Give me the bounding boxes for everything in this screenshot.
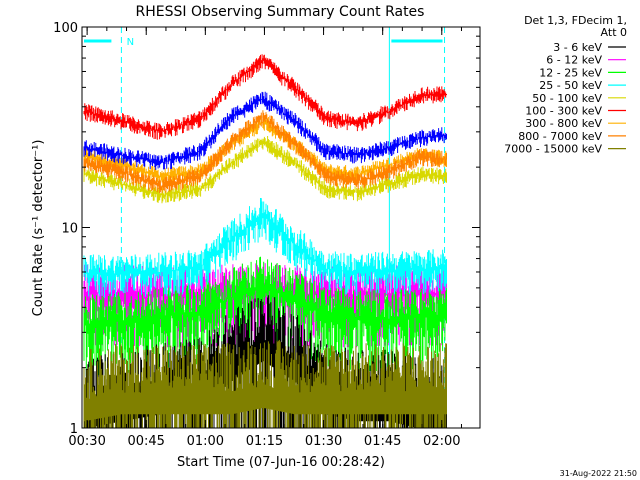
legend-item-label: 7000 - 15000 keV [504,143,602,156]
series-unlabeled [83,91,447,170]
legend-item-label: 50 - 100 keV [532,92,602,105]
y-tick-label: 100 [53,21,78,36]
axes-layer: 00:30 00:45 01:00 01:15 01:30 01:45 02:00 1 10 10… [53,21,480,449]
y-tick-label: 1 [70,422,78,437]
x-tick-label: 01:30 [305,434,342,449]
series-800-7000-kev [83,110,447,194]
series-trace [83,54,447,140]
night-label: N [127,37,134,48]
legend-item-label: 3 - 6 keV [553,41,602,54]
legend-header: Att 0 [601,26,627,39]
x-tick-label: 01:00 [187,434,224,449]
series-100-300-kev [83,54,447,140]
legend-item-label: 300 - 800 keV [525,117,602,130]
series-12-25-kev [83,256,447,376]
series-trace [83,136,447,204]
legend-header: Det 1,3, FDecim 1, [524,14,627,27]
series-trace [83,256,447,376]
series-layer [83,54,447,428]
legend-item-label: 100 - 300 keV [525,105,602,118]
legend-item-label: 800 - 7000 keV [518,130,602,143]
legend-item-label: 25 - 50 keV [539,79,602,92]
x-tick-label: 00:45 [127,434,164,449]
series-trace [83,339,447,428]
x-tick-label: 01:45 [364,434,401,449]
x-tick-label: 01:15 [246,434,283,449]
series-50-100-kev [83,136,447,204]
series-7000-15000-kev [83,339,447,428]
series-trace [83,91,447,170]
y-axis-label: Count Rate (s⁻¹ detector⁻¹) [31,140,46,317]
series-25-50-kev [83,198,447,298]
y-tick-label: 10 [61,222,78,237]
x-tick-label: 02:00 [423,434,460,449]
x-tick-label: 00:30 [68,434,105,449]
series-trace [83,198,447,298]
chart-title: RHESSI Observing Summary Count Rates [136,4,425,20]
legend-item-label: 6 - 12 keV [546,54,602,67]
series-trace [83,110,447,194]
legend-item-label: 12 - 25 keV [539,66,602,79]
x-axis-label: Start Time (07-Jun-16 00:28:42) [177,455,385,470]
footer-timestamp: 31-Aug-2022 21:50 [560,469,637,478]
